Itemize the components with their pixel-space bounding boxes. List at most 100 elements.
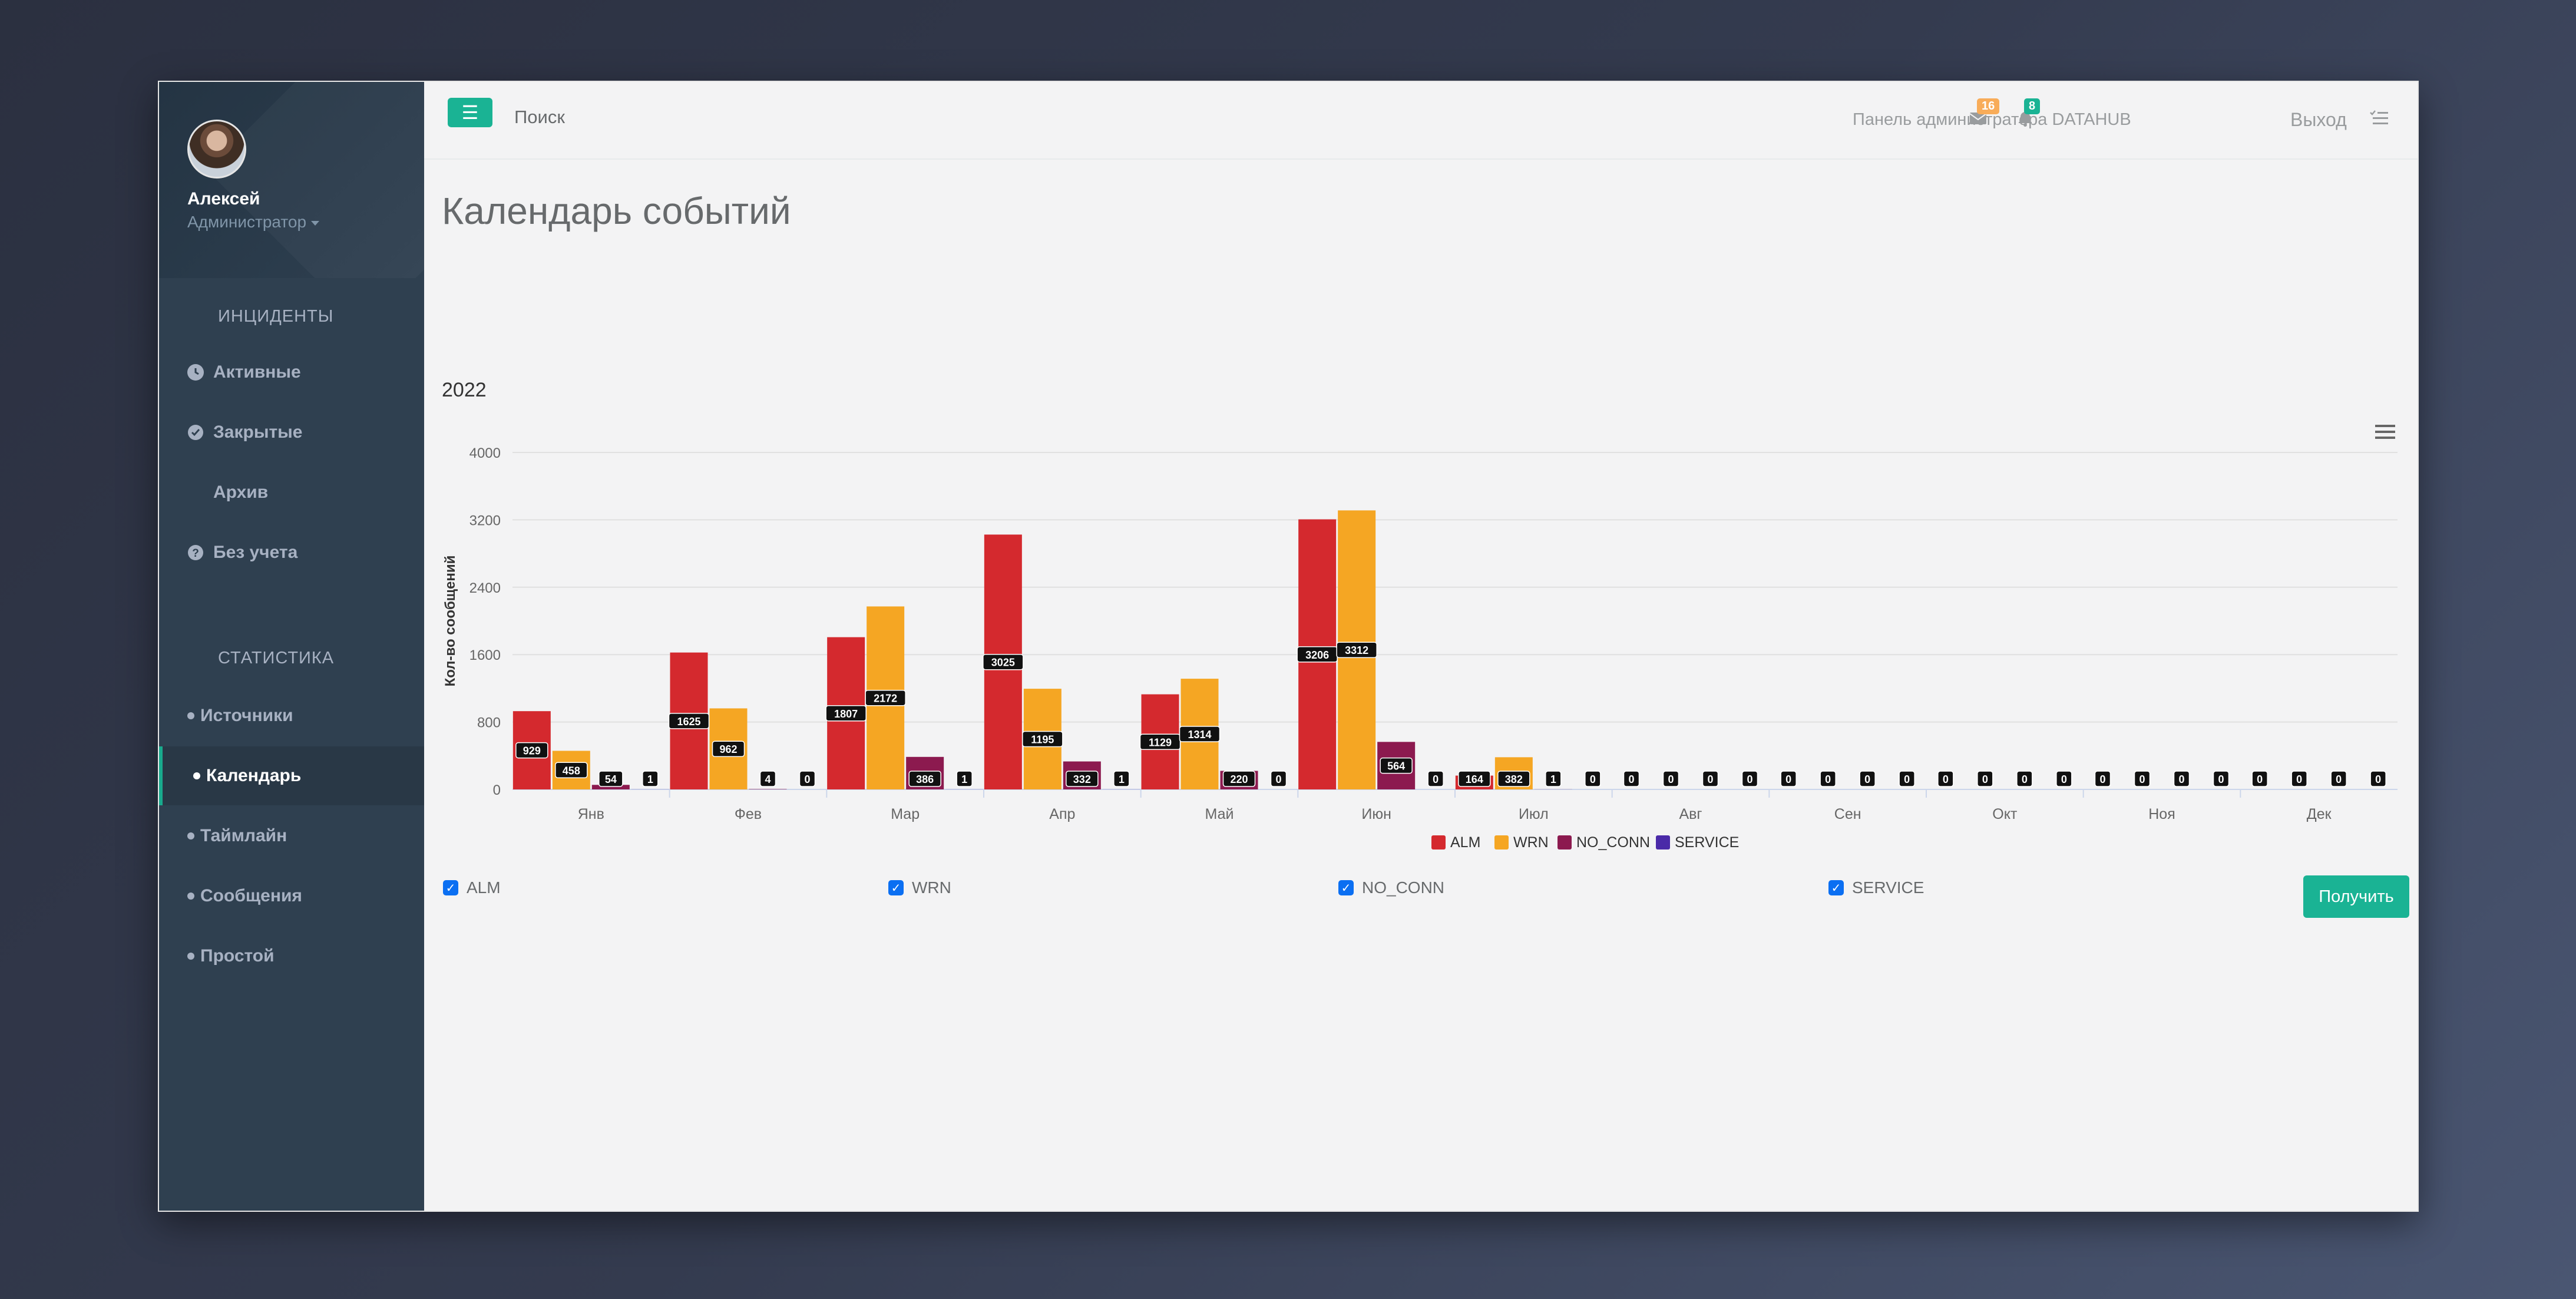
checkbox-checked-icon[interactable]: ✓ — [888, 880, 904, 895]
sidebar-item-label: Архив — [213, 482, 269, 502]
sidebar-item-untracked[interactable]: ? Без учета — [159, 523, 424, 582]
user-role-dropdown[interactable]: Администратор — [187, 213, 320, 232]
data-label: 0 — [1943, 774, 1949, 785]
filter-alm[interactable]: ✓ ALM — [443, 878, 501, 897]
sidebar-item-active[interactable]: Активные — [159, 343, 424, 402]
data-label-box — [1899, 771, 1915, 787]
x-tick-label: Авг — [1679, 806, 1702, 822]
tasks-list-icon[interactable] — [2369, 109, 2389, 131]
data-label-box — [2134, 771, 2151, 787]
sidebar-item-label: Таймлайн — [200, 826, 287, 845]
legend-swatch — [1494, 835, 1509, 850]
bell-icon — [2019, 112, 2032, 127]
data-label-box — [1139, 733, 1181, 751]
sidebar-item-downtime[interactable]: Простой — [159, 927, 424, 986]
checkbox-checked-icon[interactable]: ✓ — [443, 880, 458, 895]
checkbox-checked-icon[interactable]: ✓ — [1338, 880, 1354, 895]
x-tick-label: Окт — [1992, 806, 2018, 822]
data-label-box — [1222, 771, 1256, 787]
data-label: 0 — [1747, 774, 1752, 785]
data-label-box — [1497, 771, 1530, 787]
x-tick-label: Дек — [2307, 806, 2332, 822]
logout-button[interactable]: Выход — [2290, 109, 2347, 130]
check-circle-icon — [187, 424, 204, 441]
sidebar-item-sources[interactable]: Источники — [159, 686, 424, 745]
data-label-box — [1820, 771, 1836, 787]
legend-swatch — [1656, 835, 1670, 850]
x-tick-label: Фев — [735, 806, 762, 822]
legend-label: SERVICE — [1675, 834, 1739, 851]
legend-swatch — [1431, 835, 1446, 850]
mail-count-badge: 16 — [1977, 98, 2000, 114]
data-label-box — [598, 771, 623, 787]
bullet-icon — [187, 832, 194, 839]
sidebar-item-label: Без учета — [213, 543, 298, 562]
data-label: 0 — [1433, 774, 1439, 785]
data-label: 962 — [719, 743, 737, 755]
data-label: 0 — [2336, 774, 2342, 785]
mail-button[interactable]: 16 — [1967, 98, 2000, 130]
search-input[interactable]: Поиск — [514, 107, 565, 127]
data-label: 0 — [1904, 774, 1910, 785]
data-label-box — [956, 771, 973, 787]
data-label: 3312 — [1345, 644, 1368, 656]
x-tick-label: Июн — [1361, 806, 1391, 822]
sidebar-item-label: Закрытые — [213, 422, 303, 442]
sidebar: Алексей Администратор ИНЦИДЕНТЫ Активные… — [159, 82, 424, 1211]
filter-no-conn[interactable]: ✓ NO_CONN — [1338, 878, 1444, 897]
filter-label: WRN — [912, 878, 951, 897]
data-label-box — [2016, 771, 2033, 787]
sidebar-item-archive[interactable]: Архив — [159, 463, 424, 522]
bullet-icon — [193, 772, 200, 779]
data-label-box — [1179, 726, 1221, 742]
filter-wrn[interactable]: ✓ WRN — [888, 878, 951, 897]
filter-service[interactable]: ✓ SERVICE — [1828, 878, 1924, 897]
sidebar-item-calendar[interactable]: Календарь — [159, 746, 424, 805]
avatar[interactable] — [187, 120, 246, 179]
chart-menu-icon[interactable] — [2375, 425, 2395, 442]
data-label-box — [825, 705, 867, 722]
data-label-box — [2173, 771, 2190, 787]
data-label-box — [2213, 771, 2230, 787]
y-tick-label: 2400 — [469, 580, 501, 596]
data-label-box — [2330, 771, 2347, 787]
main-content: Календарь событий 2022 0 800 1600 2400 3200 4… — [424, 160, 2418, 1211]
checkbox-checked-icon[interactable]: ✓ — [1828, 880, 1844, 895]
data-label-box — [1741, 771, 1758, 787]
sidebar-item-closed[interactable]: Закрытые — [159, 403, 424, 462]
sidebar-item-timeline[interactable]: Таймлайн — [159, 806, 424, 865]
data-label: 1314 — [1188, 729, 1211, 741]
notifications-button[interactable]: 8 — [2015, 98, 2041, 130]
data-label: 0 — [2178, 774, 2184, 785]
data-label: 0 — [1275, 774, 1281, 785]
data-label: 4 — [765, 774, 771, 785]
data-label-box — [1662, 771, 1679, 787]
x-tick-label: Июл — [1519, 806, 1549, 822]
user-role: Администратор — [187, 213, 307, 231]
get-button[interactable]: Получить — [2303, 875, 2409, 918]
data-label: 2172 — [874, 693, 897, 705]
data-label-box — [515, 742, 548, 759]
data-label: 458 — [563, 765, 580, 776]
svg-text:?: ? — [192, 547, 199, 560]
question-circle-icon: ? — [187, 544, 204, 561]
x-tick-label: Ноя — [2148, 806, 2175, 822]
data-label-box — [555, 762, 588, 779]
sidebar-item-label: Календарь — [206, 766, 302, 785]
sidebar-item-messages[interactable]: Сообщения — [159, 867, 424, 926]
filter-label: SERVICE — [1852, 878, 1924, 897]
data-label: 0 — [1668, 774, 1674, 785]
data-label-box — [1623, 771, 1640, 787]
data-label-box — [1977, 771, 1993, 787]
data-label-box — [642, 771, 659, 787]
data-label-box — [1022, 731, 1063, 748]
data-label-box — [1702, 771, 1719, 787]
data-label-box — [1458, 771, 1491, 787]
section-incidents: ИНЦИДЕНТЫ — [218, 307, 334, 326]
legend-label: WRN — [1513, 834, 1549, 851]
menu-toggle-button[interactable]: ☰ — [448, 98, 492, 127]
user-name: Алексей — [187, 189, 260, 209]
data-label-box — [2370, 771, 2386, 787]
data-label-box — [1427, 771, 1444, 787]
data-label-box — [759, 771, 776, 787]
